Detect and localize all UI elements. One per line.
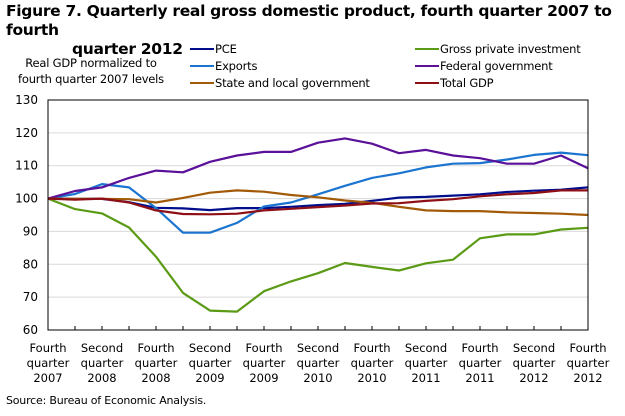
x-tick-label-line: Fourth xyxy=(353,341,390,355)
x-tick-label: Fourth quarter 2012 xyxy=(567,341,610,385)
x-tick-label-line: quarter xyxy=(513,356,556,370)
x-tick-label-line: Second xyxy=(297,341,339,355)
x-tick-label: Fourth quarter 2010 xyxy=(351,341,394,385)
x-tick-label-line: 2011 xyxy=(465,371,494,385)
chart-title: Figure 7. Quarterly real gross domestic … xyxy=(6,2,621,59)
x-tick-label-line: quarter xyxy=(459,356,502,370)
x-tick-label-line: quarter xyxy=(135,356,178,370)
x-tick-label-line: quarter xyxy=(567,356,610,370)
source-note: Source: Bureau of Economic Analysis. xyxy=(6,394,207,407)
x-tick-label-line: quarter xyxy=(351,356,394,370)
series-line-total-gdp xyxy=(47,189,588,216)
legend-label: PCE xyxy=(215,42,237,56)
x-tick-label: Second quarter 2009 xyxy=(189,341,232,385)
x-tick-label-line: 2010 xyxy=(357,371,386,385)
x-tick-label-line: Fourth xyxy=(29,341,66,355)
x-tick-label: Fourth quarter 2009 xyxy=(243,341,286,385)
y-axis-label-line-2: fourth quarter 2007 levels xyxy=(18,72,164,86)
y-tick-label: 70 xyxy=(23,290,38,304)
x-tick-label: Second quarter 2008 xyxy=(81,341,124,385)
y-tick-label: 100 xyxy=(15,192,38,206)
x-tick-label: Fourth quarter 2007 xyxy=(27,341,70,385)
x-tick-label-line: 2010 xyxy=(303,371,332,385)
legend-item: PCE xyxy=(190,42,237,56)
legend-swatch xyxy=(190,81,214,85)
series-line-gross-private-investment xyxy=(47,197,589,313)
x-tick-label-line: Second xyxy=(189,341,231,355)
series-line-exports xyxy=(47,151,589,234)
x-tick-label-line: 2012 xyxy=(573,371,602,385)
chart-title-line-2: quarter 2012 xyxy=(72,40,183,58)
y-tick-label: 80 xyxy=(23,257,38,271)
legend-label: State and local government xyxy=(215,76,370,90)
legend-swatch xyxy=(415,64,439,68)
legend-label: Federal government xyxy=(440,59,553,73)
y-tick-label: 90 xyxy=(23,224,38,238)
x-tick-label-line: 2008 xyxy=(141,371,170,385)
series-line-state-and-local-government xyxy=(47,189,589,217)
x-tick-label-line: 2008 xyxy=(87,371,116,385)
legend-item: Federal government xyxy=(415,59,553,73)
legend-label: Total GDP xyxy=(440,76,494,90)
plot-frame xyxy=(47,99,589,331)
legend-label: Exports xyxy=(215,59,258,73)
y-tick-label: 60 xyxy=(23,323,38,337)
x-tick-label-line: Fourth xyxy=(245,341,282,355)
x-tick-label-line: Second xyxy=(513,341,555,355)
x-tick-label: Second quarter 2012 xyxy=(513,341,556,385)
x-tick-label-line: Fourth xyxy=(569,341,606,355)
x-tick-label-line: Fourth xyxy=(461,341,498,355)
legend-item: Exports xyxy=(190,59,257,73)
series-line-federal-government xyxy=(47,137,589,200)
x-tick-label-line: quarter xyxy=(27,356,70,370)
x-tick-label: Second quarter 2011 xyxy=(405,341,448,385)
legend-swatch xyxy=(190,47,214,51)
x-tick-label-line: 2007 xyxy=(33,371,62,385)
x-tick-label-line: 2009 xyxy=(249,371,278,385)
x-tick-label-line: quarter xyxy=(81,356,124,370)
x-tick-label-line: 2009 xyxy=(195,371,224,385)
legend-item: Gross private investment xyxy=(415,42,581,56)
x-tick-label-line: 2012 xyxy=(519,371,548,385)
legend-swatch xyxy=(415,47,439,51)
legend-item: State and local government xyxy=(190,76,370,90)
y-tick-label: 120 xyxy=(15,126,38,140)
x-tick-label-line: Second xyxy=(81,341,123,355)
legend-swatch xyxy=(415,81,439,85)
legend-swatch xyxy=(190,64,214,68)
x-tick-label-line: quarter xyxy=(189,356,232,370)
x-tick-label: Second quarter 2010 xyxy=(297,341,340,385)
x-tick-label-line: Second xyxy=(405,341,447,355)
x-tick-label-line: quarter xyxy=(243,356,286,370)
chart-title-line-1: Figure 7. Quarterly real gross domestic … xyxy=(6,2,612,39)
x-tick-label: Fourth quarter 2008 xyxy=(135,341,178,385)
x-tick-label-line: quarter xyxy=(297,356,340,370)
legend-label: Gross private investment xyxy=(440,42,581,56)
y-tick-label: 130 xyxy=(15,93,38,107)
x-tick-label-line: 2011 xyxy=(411,371,440,385)
x-tick-label-line: quarter xyxy=(405,356,448,370)
y-axis-label-line-1: Real GDP normalized to xyxy=(25,56,157,70)
y-axis-label: Real GDP normalized to fourth quarter 20… xyxy=(6,55,176,87)
y-tick-label: 110 xyxy=(15,159,38,173)
x-tick-label: Fourth quarter 2011 xyxy=(459,341,502,385)
legend-item: Total GDP xyxy=(415,76,494,90)
x-tick-label-line: Fourth xyxy=(137,341,174,355)
